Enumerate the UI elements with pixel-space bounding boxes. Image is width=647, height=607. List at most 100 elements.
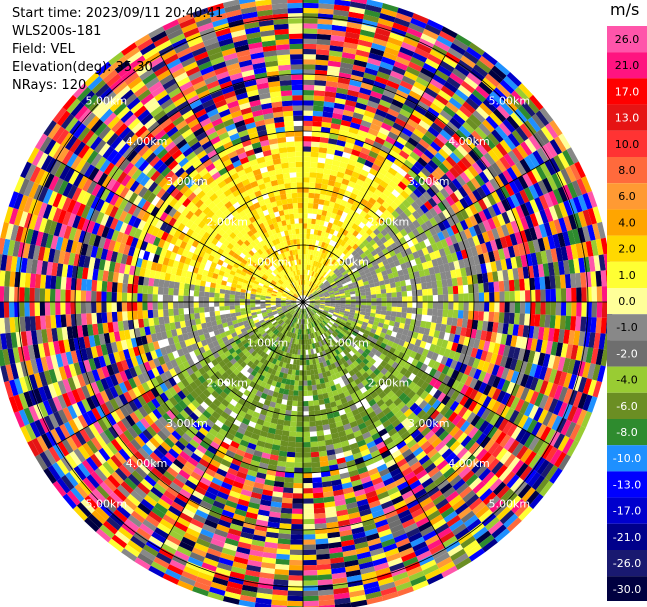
velocity-gate	[420, 440, 432, 451]
velocity-gate	[334, 214, 342, 221]
velocity-gate	[519, 158, 532, 173]
velocity-gate	[391, 302, 398, 307]
velocity-gate	[512, 347, 521, 360]
velocity-gate	[322, 392, 329, 399]
velocity-gate	[326, 336, 332, 343]
velocity-gate	[534, 314, 541, 327]
velocity-gate	[326, 386, 333, 393]
velocity-gate	[411, 393, 420, 403]
velocity-gate	[346, 352, 353, 360]
velocity-gate	[337, 238, 343, 245]
velocity-gate	[563, 372, 573, 389]
velocity-gate	[544, 276, 551, 290]
velocity-gate	[544, 160, 556, 176]
velocity-gate	[328, 380, 335, 387]
velocity-gate	[535, 339, 543, 353]
velocity-gate	[466, 46, 482, 60]
velocity-gate	[343, 236, 350, 243]
velocity-gate	[320, 414, 328, 421]
velocity-gate	[457, 285, 464, 294]
velocity-gate	[512, 324, 519, 336]
velocity-gate	[329, 257, 335, 264]
velocity-gate	[531, 421, 543, 437]
velocity-gate	[495, 402, 506, 416]
velocity-gate	[407, 231, 416, 240]
velocity-gate	[452, 523, 467, 536]
velocity-gate	[380, 288, 387, 294]
velocity-gate	[339, 161, 348, 169]
velocity-gate	[338, 313, 344, 318]
velocity-gate	[544, 207, 554, 223]
velocity-gate	[377, 491, 390, 500]
velocity-gate	[325, 359, 331, 366]
velocity-gate	[349, 154, 359, 162]
velocity-gate	[596, 302, 603, 318]
velocity-gate	[404, 217, 413, 226]
velocity-gate	[366, 262, 374, 269]
velocity-gate	[474, 174, 486, 187]
velocity-gate	[329, 45, 344, 52]
velocity-gate	[396, 113, 409, 123]
velocity-gate	[388, 519, 402, 529]
velocity-gate	[412, 296, 418, 302]
velocity-gate	[342, 349, 349, 356]
velocity-gate	[336, 365, 343, 373]
velocity-gate	[321, 210, 328, 217]
velocity-gate	[335, 305, 341, 308]
velocity-gate	[414, 488, 427, 499]
velocity-gate	[485, 410, 496, 424]
velocity-gate	[460, 141, 472, 154]
velocity-gate	[320, 131, 330, 139]
velocity-gate	[399, 383, 408, 393]
velocity-gate	[506, 209, 516, 223]
velocity-gate	[385, 310, 392, 316]
velocity-gate	[317, 28, 332, 35]
velocity-gate	[349, 474, 361, 482]
velocity-gate	[450, 269, 457, 279]
velocity-gate	[336, 387, 344, 395]
velocity-gate	[375, 486, 388, 496]
velocity-gate	[303, 79, 315, 86]
velocity-gate	[505, 334, 513, 347]
velocity-gate	[489, 178, 500, 191]
velocity-gate	[449, 519, 464, 532]
velocity-gate	[316, 425, 324, 432]
velocity-gate	[359, 186, 368, 194]
velocity-gate	[503, 453, 516, 468]
velocity-gate	[381, 56, 396, 66]
velocity-gate	[324, 343, 330, 350]
velocity-gate	[303, 64, 316, 70]
velocity-gate	[303, 590, 319, 597]
velocity-gate	[407, 296, 413, 302]
velocity-gate	[344, 289, 350, 294]
velocity-gate	[427, 173, 438, 185]
velocity-gate	[432, 361, 441, 371]
velocity-gate	[456, 144, 469, 157]
velocity-gate	[340, 199, 348, 207]
velocity-gate	[459, 486, 473, 499]
velocity-gate	[360, 448, 371, 457]
velocity-gate	[364, 249, 371, 256]
velocity-gate	[402, 296, 408, 302]
velocity-gate	[433, 412, 444, 424]
velocity-gate	[560, 246, 569, 261]
velocity-gate	[439, 109, 453, 122]
velocity-gate	[306, 359, 310, 366]
velocity-gate	[332, 247, 338, 254]
velocity-gate	[303, 156, 311, 162]
velocity-gate	[453, 260, 461, 270]
velocity-gate	[381, 306, 387, 311]
velocity-gate	[503, 136, 516, 151]
velocity-gate	[502, 345, 511, 357]
velocity-gate	[322, 288, 328, 292]
velocity-gate	[341, 114, 353, 122]
velocity-gate	[286, 456, 295, 463]
velocity-gate	[475, 448, 488, 461]
velocity-gate	[323, 326, 329, 332]
velocity-gate	[359, 87, 372, 96]
velocity-gate	[427, 396, 438, 407]
velocity-gate	[488, 69, 504, 84]
velocity-gate	[396, 296, 403, 302]
velocity-gate	[328, 201, 336, 208]
velocity-gate	[407, 343, 415, 351]
